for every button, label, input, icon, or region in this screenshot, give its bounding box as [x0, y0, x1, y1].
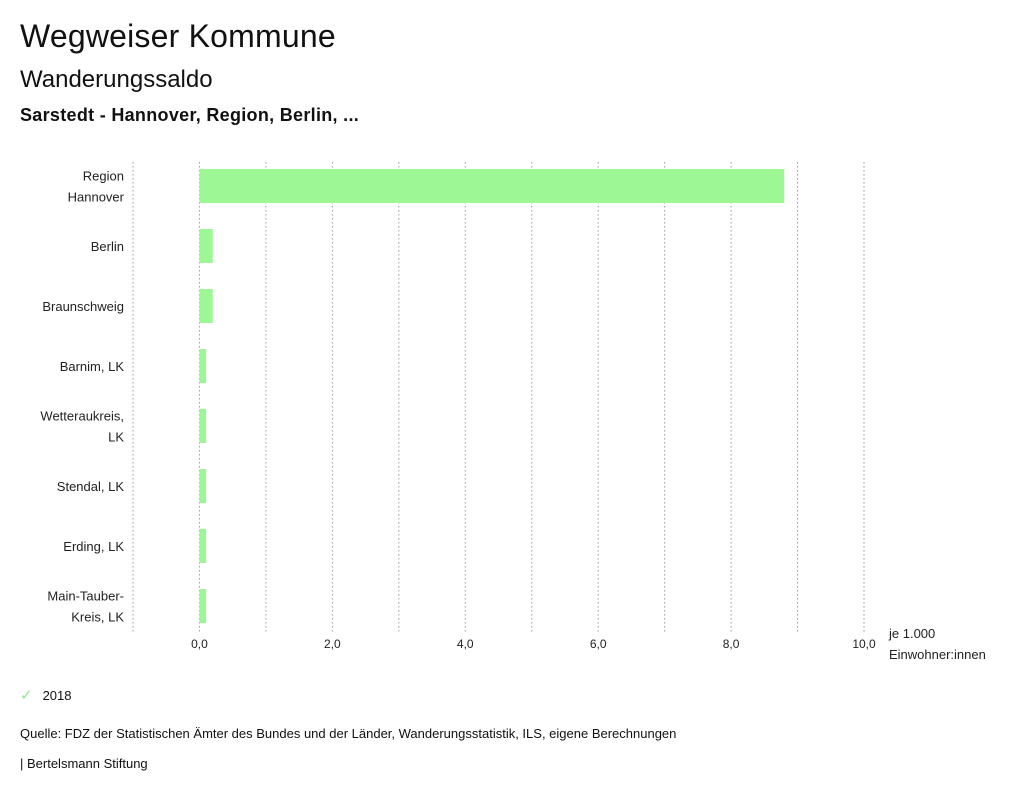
category-label-4-0: Wetteraukreis, — [40, 409, 124, 424]
x-tick-label-1: 2,0 — [324, 637, 341, 651]
category-label-6-0: Erding, LK — [63, 539, 124, 554]
x-tick-label-3: 6,0 — [590, 637, 607, 651]
bar-2 — [199, 289, 213, 323]
category-label-2-0: Braunschweig — [42, 299, 124, 314]
x-axis-unit-label-1: Einwohner:innen — [889, 647, 986, 662]
brand-note: | Bertelsmann Stiftung — [20, 756, 148, 771]
bar-4 — [199, 409, 207, 443]
bar-5 — [199, 469, 207, 503]
bar-chart: 0,0 2,0 4,0 6,0 8,0 10,0 je 1.000 Einwohner:inn… — [40, 162, 986, 662]
category-label-7-1: Kreis, LK — [71, 610, 124, 625]
legend[interactable]: ✓ 2018 — [20, 686, 72, 704]
category-label-1-0: Berlin — [91, 239, 124, 254]
bar-3 — [199, 349, 207, 383]
bar-0 — [199, 169, 785, 203]
check-icon: ✓ — [20, 687, 33, 704]
legend-label-2018: 2018 — [42, 687, 72, 703]
bar-7 — [199, 589, 207, 623]
category-label-7-0: Main-Tauber- — [47, 589, 124, 604]
category-label-0-0: Region — [83, 169, 124, 184]
x-tick-label-2: 4,0 — [457, 637, 474, 651]
category-label-4-1: LK — [108, 430, 124, 445]
chart-subtitle: Wanderungssaldo — [20, 66, 213, 93]
category-label-3-0: Barnim, LK — [60, 359, 125, 374]
x-tick-label-5: 10,0 — [852, 637, 876, 651]
bar-1 — [199, 229, 213, 263]
bar-6 — [199, 529, 207, 563]
x-tick-label-4: 8,0 — [723, 637, 740, 651]
page-title: Wegweiser Kommune — [20, 18, 336, 54]
x-axis-unit-label-0: je 1.000 — [888, 626, 935, 641]
region-context: Sarstedt - Hannover, Region, Berlin, ... — [20, 105, 360, 125]
source-note: Quelle: FDZ der Statistischen Ämter des … — [20, 726, 677, 741]
category-label-5-0: Stendal, LK — [57, 479, 125, 494]
x-tick-label-0: 0,0 — [191, 637, 208, 651]
category-label-0-1: Hannover — [68, 190, 125, 205]
